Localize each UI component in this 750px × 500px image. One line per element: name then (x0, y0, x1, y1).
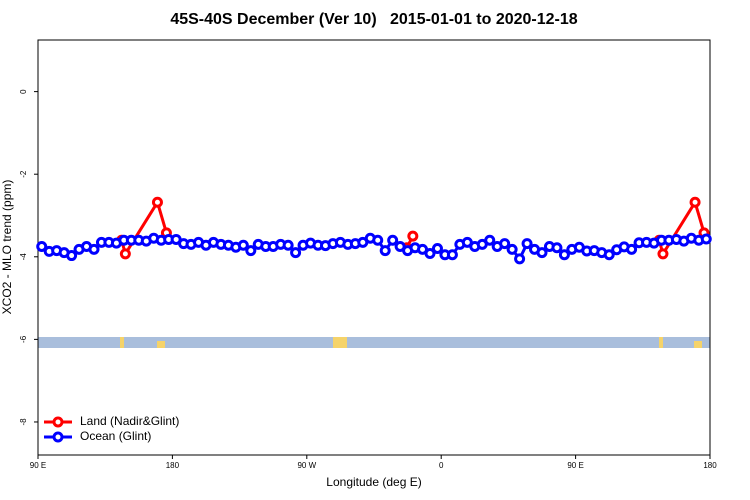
land-spot (120, 337, 124, 348)
point (151, 196, 163, 208)
point (514, 253, 526, 265)
point (372, 234, 384, 246)
point (558, 249, 570, 261)
y-axis-label: XCO2 - MLO trend (ppm) (0, 180, 14, 315)
x-tick-label: 90 E (30, 461, 46, 470)
x-axis-label: Longitude (deg E) (326, 475, 421, 489)
land-spot (157, 341, 165, 348)
point (506, 243, 518, 255)
point (521, 238, 533, 250)
x-tick-label: 90 E (567, 461, 583, 470)
point (551, 242, 563, 254)
point (499, 238, 511, 250)
point (407, 230, 419, 242)
legend-label: Land (Nadir&Glint) (80, 414, 179, 428)
y-tick-label: -4 (19, 253, 28, 261)
point (387, 234, 399, 246)
point (626, 243, 638, 255)
point (603, 249, 615, 261)
point (245, 245, 257, 257)
point (237, 239, 249, 251)
ocean-strip (38, 337, 710, 348)
point (36, 240, 48, 252)
land-spot (333, 337, 347, 348)
x-tick-label: 180 (703, 461, 717, 470)
point (424, 247, 436, 259)
y-tick-label: -2 (19, 170, 28, 178)
point (431, 243, 443, 255)
y-tick-label: 0 (19, 89, 28, 94)
point (66, 250, 78, 262)
point (536, 247, 548, 259)
point (88, 243, 100, 255)
land-spot (694, 341, 702, 348)
y-tick-label: -6 (19, 335, 28, 343)
point (484, 234, 496, 246)
point (689, 196, 701, 208)
legend-label: Ocean (Glint) (80, 429, 151, 443)
legend-marker (52, 416, 64, 428)
point (657, 248, 669, 260)
land-spot (659, 337, 663, 348)
chart-title: 45S-40S December (Ver 10) 2015-01-01 to … (170, 11, 577, 28)
point (446, 249, 458, 261)
point (290, 247, 302, 259)
point (379, 245, 391, 257)
point (282, 239, 294, 251)
x-tick-label: 90 W (297, 461, 316, 470)
land-mask-strip (38, 337, 710, 348)
y-tick-label: -8 (19, 418, 28, 426)
point (119, 248, 131, 260)
point (700, 233, 712, 245)
legend-marker (52, 431, 64, 443)
x-tick-label: 180 (166, 461, 180, 470)
x-tick-label: 0 (439, 461, 444, 470)
